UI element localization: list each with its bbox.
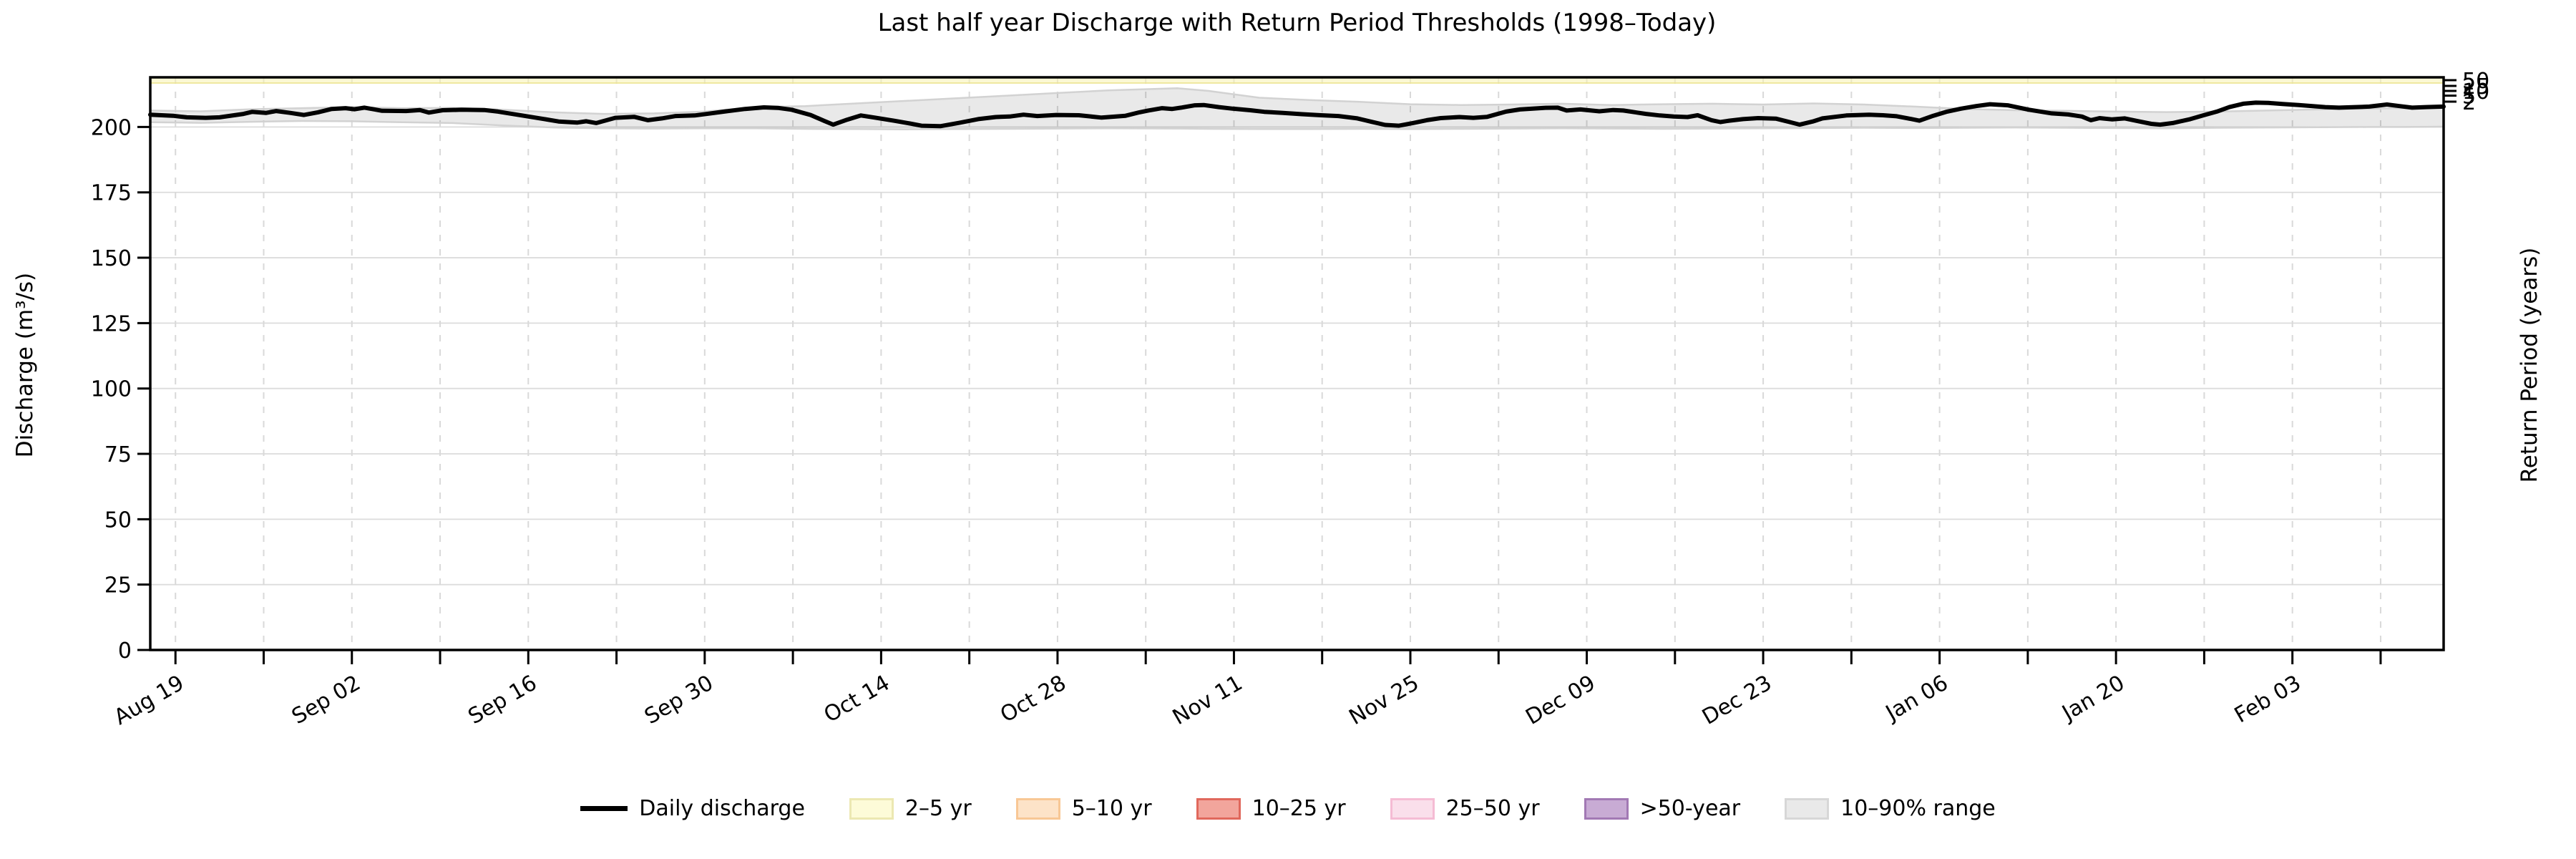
chart-legend: Daily discharge 2–5 yr 5–10 yr 10–25 yr 25–5… — [0, 796, 2576, 821]
legend-label: 5–10 yr — [1071, 796, 1152, 821]
y-tick-label: 100 — [91, 377, 132, 402]
right-tick-label: 10 — [2462, 79, 2489, 105]
axes-frame — [149, 76, 2445, 651]
daily-discharge-line — [148, 100, 2446, 129]
right-tick-label: 25 — [2462, 74, 2489, 100]
y-tick-label: 25 — [104, 573, 132, 598]
legend-label: 25–50 yr — [1445, 796, 1540, 821]
legend-item-2-5-yr: 2–5 yr — [849, 796, 972, 821]
x-tick-label: Jan 20 — [2057, 671, 2129, 727]
legend-patch-swatch — [1015, 797, 1060, 820]
x-tick-label: Oct 28 — [996, 671, 1070, 728]
return-period-band-strip — [150, 77, 2444, 84]
x-tick-label: Sep 16 — [464, 671, 542, 729]
legend-item-10-90-range: 10–90% range — [1785, 796, 1996, 821]
legend-label: 10–25 yr — [1252, 796, 1346, 821]
y-tick-label: 75 — [104, 442, 132, 467]
legend-label: >50-year — [1639, 796, 1741, 821]
legend-label: Daily discharge — [639, 796, 805, 821]
legend-patch-swatch — [1785, 797, 1830, 820]
right-tick-label: 2 — [2462, 90, 2476, 115]
x-tick-label: Feb 03 — [2230, 671, 2306, 729]
legend-patch-swatch — [849, 797, 894, 820]
x-tick-label: Nov 25 — [1345, 671, 1423, 730]
chart-title: Last half year Discharge with Return Per… — [877, 9, 1717, 37]
legend-patch-swatch — [1390, 797, 1435, 820]
y-tick-label: 200 — [91, 115, 132, 140]
legend-item-daily-discharge: Daily discharge — [580, 796, 805, 821]
legend-patch-swatch — [1584, 797, 1629, 820]
x-tick-label: Sep 30 — [640, 671, 718, 729]
x-tick-label: Nov 11 — [1169, 671, 1247, 730]
right-tick-label: 5 — [2462, 84, 2476, 110]
legend-item--50-year: >50-year — [1584, 796, 1741, 821]
legend-item-10-25-yr: 10–25 yr — [1196, 796, 1346, 821]
x-tick-label: Jan 06 — [1880, 671, 1953, 727]
x-tick-label: Oct 14 — [820, 671, 894, 728]
y-tick-label: 150 — [91, 246, 132, 271]
x-tick-label: Sep 02 — [288, 671, 365, 729]
y-tick-label: 175 — [91, 181, 132, 206]
percentile-band-bottom-edge — [150, 120, 2444, 130]
percentile-band — [150, 88, 2444, 130]
x-tick-label: Aug 19 — [110, 671, 189, 730]
legend-patch-swatch — [1196, 797, 1241, 820]
x-tick-label: Dec 09 — [1521, 671, 1599, 730]
y-tick-label: 0 — [118, 639, 132, 664]
y-tick-label: 125 — [91, 311, 132, 336]
legend-label: 10–90% range — [1840, 796, 1996, 821]
right-tick-label: 50 — [2462, 69, 2489, 94]
percentile-band-top-edge — [150, 87, 2444, 115]
legend-item-5-10-yr: 5–10 yr — [1015, 796, 1152, 821]
legend-line-swatch — [580, 806, 628, 811]
y-tick-label: 50 — [104, 508, 132, 533]
legend-item-25-50-yr: 25–50 yr — [1390, 796, 1540, 821]
legend-label: 2–5 yr — [904, 796, 972, 821]
x-tick-label: Dec 23 — [1698, 671, 1776, 730]
